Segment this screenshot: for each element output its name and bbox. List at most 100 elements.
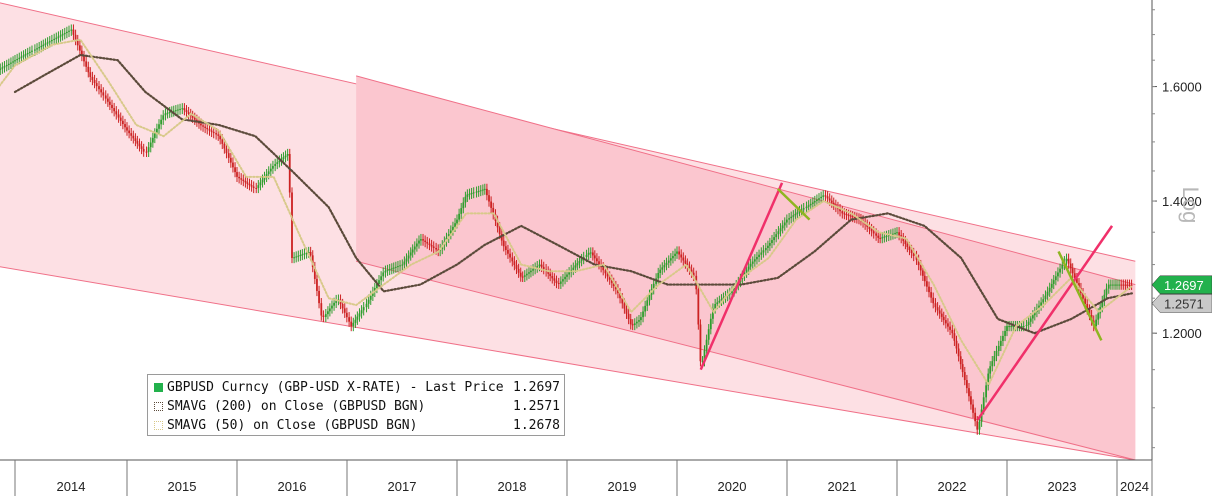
candle-body	[1075, 278, 1078, 284]
candle-body	[551, 276, 554, 279]
candle-body	[826, 196, 829, 199]
candle-body	[307, 251, 310, 253]
candle-body	[158, 124, 160, 129]
candle-body	[407, 255, 410, 259]
candle-body	[360, 310, 363, 314]
candle-body	[974, 412, 977, 422]
candle-body	[472, 192, 475, 194]
candle-body	[562, 279, 564, 282]
candle-body	[684, 260, 687, 264]
legend-swatch-sma200	[154, 402, 163, 411]
candle-body	[659, 269, 662, 273]
candle-body	[126, 127, 128, 131]
candle-body	[1004, 330, 1006, 336]
candle-body	[887, 235, 890, 237]
candle-body	[437, 249, 440, 251]
candle-body	[267, 171, 270, 175]
candle-body	[509, 253, 511, 258]
candle-body	[667, 260, 670, 263]
candle-body	[875, 233, 878, 236]
reversal-line-1	[776, 187, 811, 221]
candle-body	[680, 254, 683, 258]
candle-body	[452, 226, 454, 231]
candle-body	[42, 44, 45, 46]
candle-body	[468, 193, 471, 195]
candle-body	[714, 304, 717, 309]
candle-body	[912, 252, 915, 256]
candle-body	[91, 76, 94, 80]
candle-body	[1105, 288, 1108, 295]
candle-body	[373, 287, 376, 292]
candle-body	[477, 190, 480, 192]
candle-body	[794, 213, 797, 216]
candle-body	[462, 202, 465, 209]
candle-body	[388, 269, 391, 271]
candle-body	[164, 113, 167, 116]
candle-body	[917, 259, 920, 266]
candle-body	[701, 361, 704, 363]
candle-body	[631, 324, 634, 326]
candle-body	[454, 223, 456, 227]
candle-body	[348, 317, 351, 322]
candle-body	[758, 254, 760, 257]
candle-body	[191, 115, 194, 118]
candle-body	[547, 271, 550, 274]
candle-body	[1120, 284, 1123, 286]
candle-body	[475, 191, 478, 193]
candle-body	[500, 233, 503, 241]
y-axis-panel	[1152, 0, 1212, 496]
candle-body	[1114, 284, 1116, 286]
candle-body	[100, 89, 103, 93]
candle-body	[1109, 284, 1112, 286]
candle-body	[747, 266, 750, 270]
candle-body	[221, 139, 224, 144]
candle-body	[1008, 326, 1011, 328]
candle-body	[720, 299, 723, 301]
sma200-last-tag: 1.2571	[1151, 294, 1212, 313]
candle-body	[426, 242, 429, 244]
candle-body	[536, 266, 539, 268]
candle-body	[805, 206, 808, 209]
candle-body	[999, 340, 1002, 346]
candle-body	[728, 292, 731, 295]
candle-body	[811, 202, 814, 204]
candle-body	[160, 119, 163, 125]
candle-body	[593, 255, 596, 259]
candle-body	[212, 131, 215, 134]
x-tick-label: 2015	[168, 479, 197, 494]
candle-body	[59, 35, 62, 37]
candle-body	[515, 265, 518, 269]
candle-body	[204, 126, 207, 128]
candle-body	[136, 141, 139, 144]
candle-body	[596, 258, 598, 262]
candle-body	[1033, 312, 1036, 316]
trendline-layer	[699, 182, 1114, 421]
candle-body	[311, 255, 314, 268]
candle-body	[276, 162, 279, 164]
candle-body	[1031, 315, 1034, 319]
candle-body	[760, 252, 763, 255]
candle-body	[382, 272, 385, 277]
candle-body	[341, 303, 344, 309]
candle-body	[712, 308, 714, 319]
candle-body	[606, 273, 609, 277]
candle-body	[617, 289, 619, 294]
candle-body	[272, 165, 274, 169]
candle-body	[1088, 309, 1091, 316]
candle-body	[785, 219, 788, 223]
candle-body	[132, 135, 135, 139]
candle-body	[993, 356, 996, 362]
candle-body	[644, 305, 647, 312]
candle-body	[1097, 313, 1100, 320]
candle-body	[906, 244, 909, 247]
price-candles	[0, 24, 1133, 435]
candle-body	[953, 333, 956, 341]
candle-body	[28, 51, 31, 54]
candle-body	[36, 48, 38, 50]
candle-body	[57, 36, 60, 38]
candle-body	[635, 321, 638, 324]
candle-body	[604, 270, 607, 274]
candle-body	[181, 108, 184, 110]
candle-body	[1010, 326, 1013, 328]
candle-body	[1067, 258, 1070, 264]
